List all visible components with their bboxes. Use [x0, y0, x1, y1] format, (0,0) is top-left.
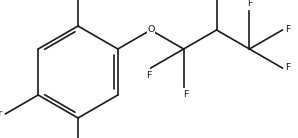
Text: Br: Br — [0, 109, 2, 119]
Text: F: F — [183, 90, 188, 99]
Text: F: F — [285, 26, 291, 34]
Text: O: O — [147, 26, 154, 34]
Text: F: F — [146, 71, 151, 80]
Text: F: F — [285, 63, 291, 72]
Text: F: F — [247, 0, 252, 8]
